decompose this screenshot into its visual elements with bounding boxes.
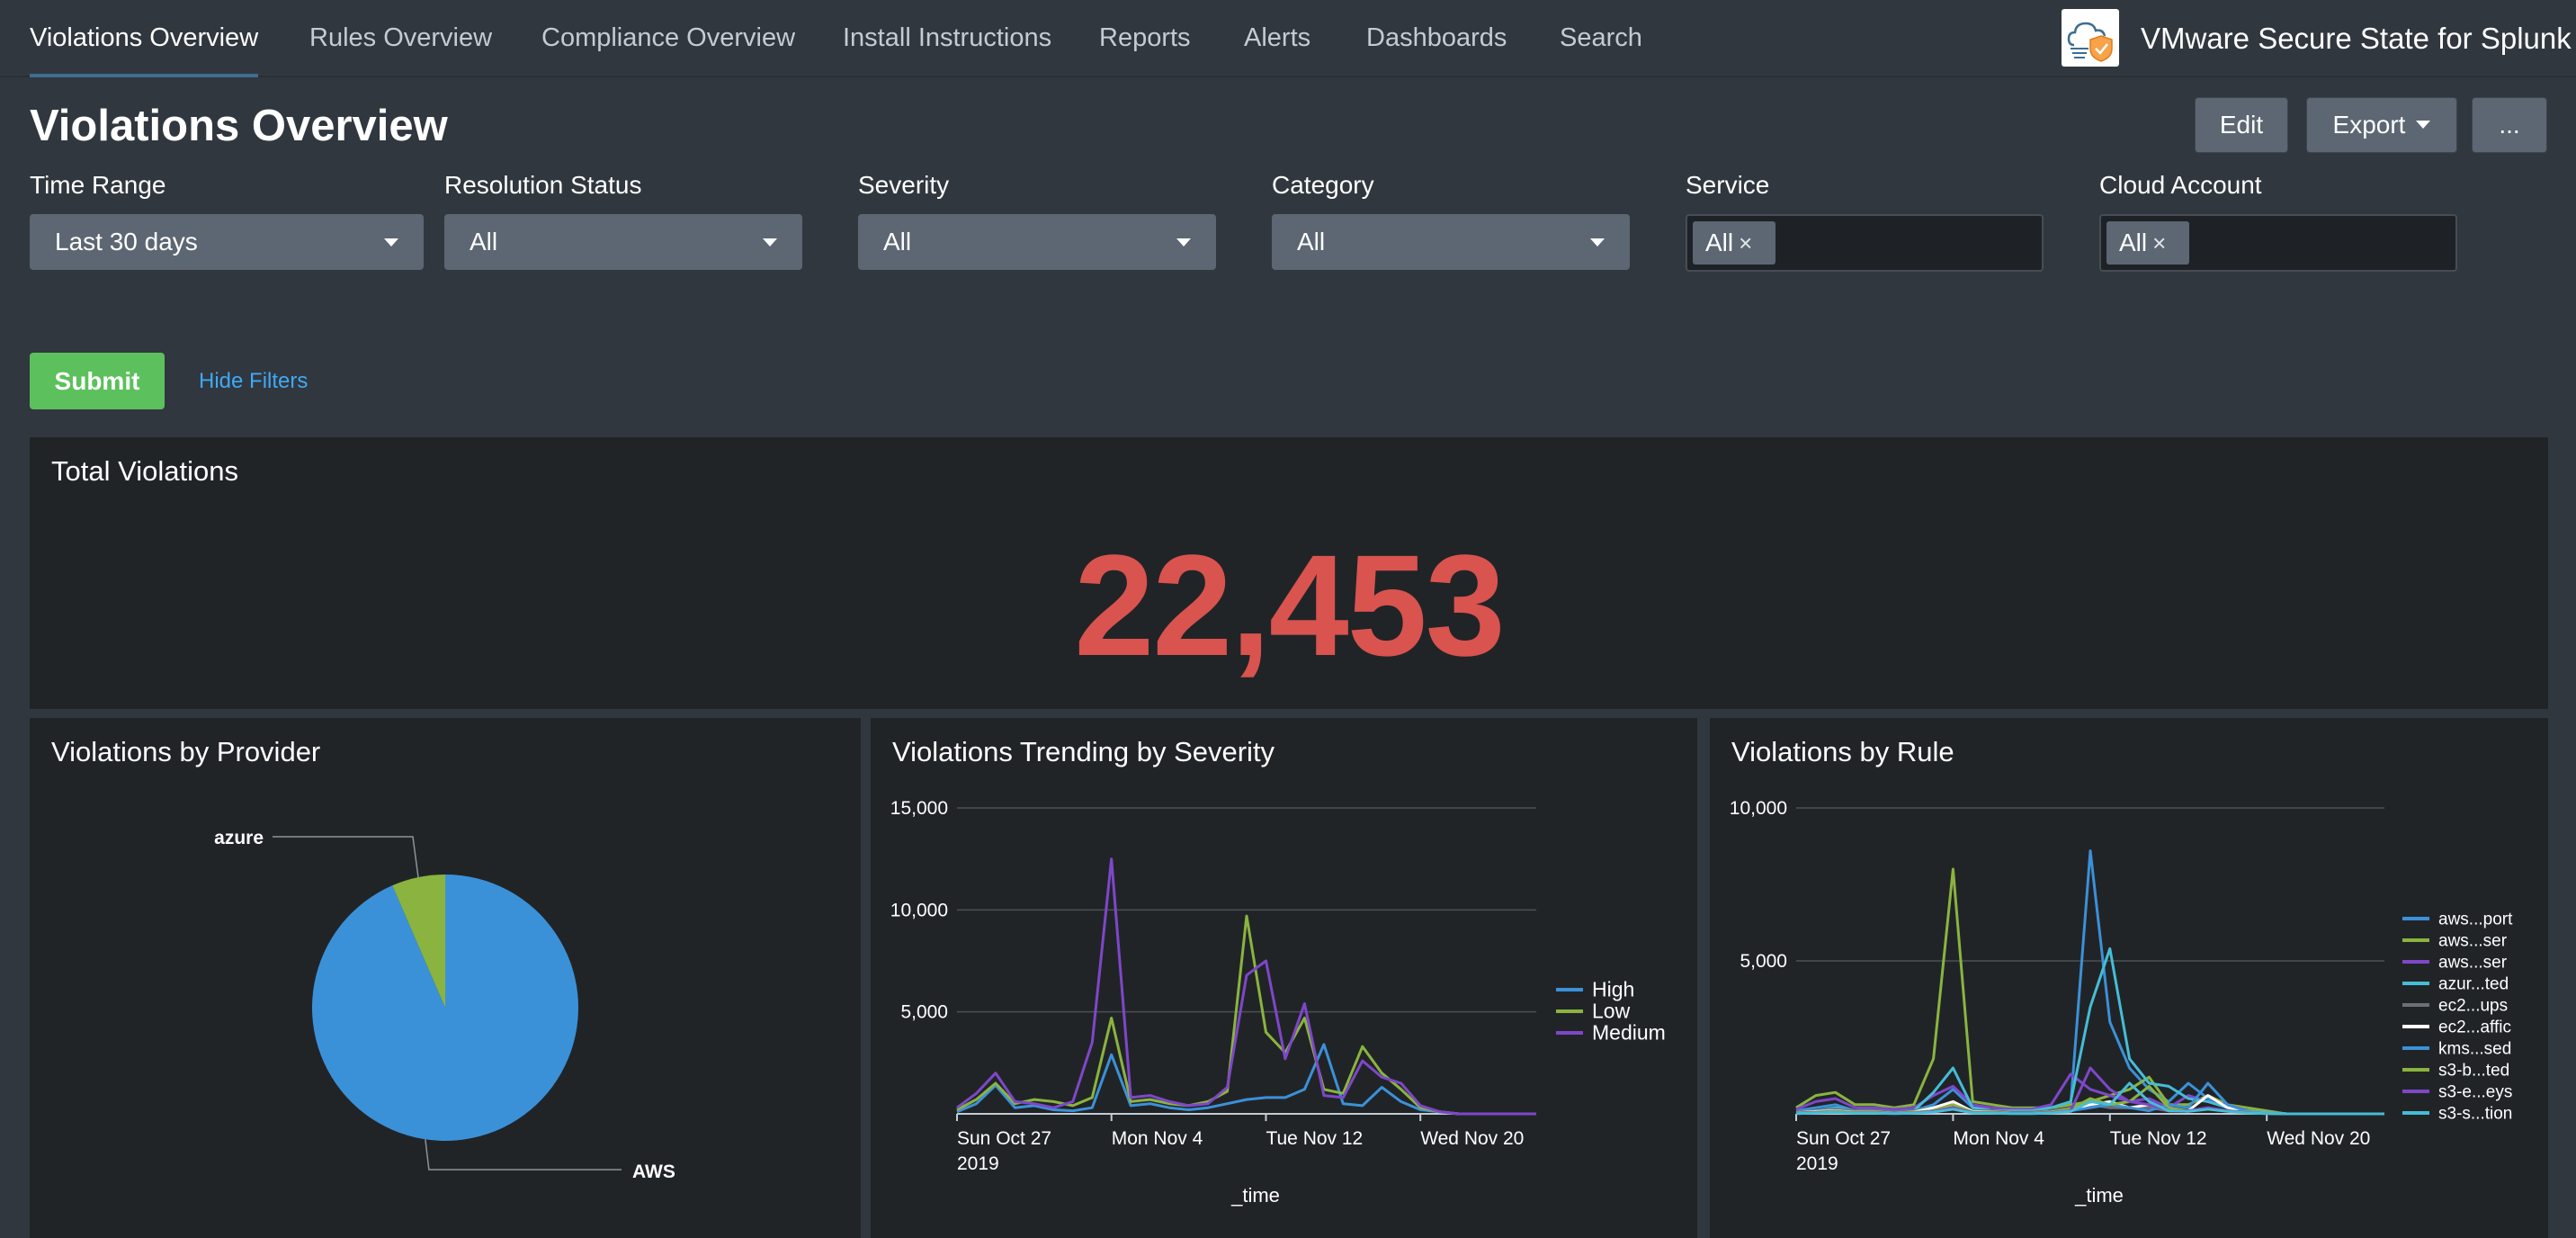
remove-token-icon[interactable]: × bbox=[1739, 229, 1753, 256]
time-range-dropdown[interactable]: Last 30 days bbox=[30, 214, 424, 270]
severity-xtick-label: Wed Nov 20 bbox=[1420, 1128, 1524, 1149]
pie-slice-azure bbox=[392, 875, 445, 1008]
service-multiselect[interactable]: All × bbox=[1686, 214, 2044, 272]
severity-x-axis-title: _time bbox=[1230, 1184, 1280, 1207]
severity-ytick-label: 15,000 bbox=[890, 798, 948, 819]
caret-down-icon bbox=[1590, 238, 1605, 247]
rule-xtick-label: Mon Nov 4 bbox=[1953, 1128, 2044, 1149]
resolution-status-dropdown[interactable]: All bbox=[444, 214, 802, 270]
nav-reports[interactable]: Reports bbox=[1099, 23, 1191, 52]
nav-search[interactable]: Search bbox=[1560, 23, 1642, 52]
nav-violations-overview[interactable]: Violations Overview bbox=[30, 0, 259, 77]
rule-series-line bbox=[1795, 849, 2384, 1116]
hide-filters-link[interactable]: Hide Filters bbox=[199, 369, 309, 393]
severity-chart-title: Violations Trending by Severity bbox=[892, 736, 1275, 767]
export-button[interactable]: Export bbox=[2306, 97, 2457, 153]
severity-xtick-label: Mon Nov 4 bbox=[1112, 1128, 1203, 1149]
app-logo-icon[interactable] bbox=[2062, 9, 2119, 67]
caret-down-icon bbox=[1176, 238, 1191, 247]
severity-series-line bbox=[956, 857, 1536, 1116]
provider-pie-chart: azure AWS bbox=[214, 828, 675, 1182]
service-label: Service bbox=[1686, 171, 1770, 199]
severity-legend-label: Low bbox=[1592, 1000, 1631, 1023]
pie-label-aws: AWS bbox=[632, 1162, 675, 1182]
rule-legend-label: aws...ser bbox=[2438, 931, 2508, 950]
more-actions-button[interactable]: ... bbox=[2472, 97, 2547, 153]
cloud-account-token[interactable]: All × bbox=[2106, 221, 2189, 265]
rule-series-line bbox=[1795, 867, 2384, 1116]
provider-chart-title: Violations by Provider bbox=[51, 736, 321, 767]
severity-xtick-label: Tue Nov 12 bbox=[1266, 1128, 1363, 1149]
severity-legend-label: High bbox=[1592, 978, 1634, 1001]
caret-down-icon bbox=[2416, 121, 2431, 130]
cloud-account-token-label: All bbox=[2119, 229, 2148, 256]
severity-legend-label: Medium bbox=[1592, 1021, 1666, 1045]
remove-token-icon[interactable]: × bbox=[2152, 229, 2167, 256]
pie-leader-aws bbox=[425, 1139, 622, 1171]
category-value: All bbox=[1297, 228, 1326, 256]
rule-legend-label: kms...sed bbox=[2438, 1039, 2511, 1058]
rule-line-chart: 5,000 10,000 Sun Oct 27 2019 Mon Nov 4 Tue No… bbox=[1730, 798, 2513, 1207]
category-dropdown[interactable]: All bbox=[1272, 214, 1630, 270]
resolution-status-label: Resolution Status bbox=[444, 171, 642, 199]
total-violations-panel: Total Violations 22,453 bbox=[30, 437, 2548, 709]
page-title: Violations Overview bbox=[30, 102, 448, 150]
severity-value: All bbox=[883, 228, 912, 256]
rule-legend-label: s3-e...eys bbox=[2438, 1082, 2512, 1101]
time-range-value: Last 30 days bbox=[55, 228, 198, 256]
total-violations-title: Total Violations bbox=[51, 455, 238, 487]
severity-ytick-label: 10,000 bbox=[890, 900, 948, 920]
nav-install-instructions[interactable]: Install Instructions bbox=[843, 23, 1052, 52]
caret-down-icon bbox=[763, 238, 777, 247]
rule-panel: Violations by Rule 5,000 10,000 Sun Oct 27… bbox=[1710, 718, 2548, 1238]
rule-legend-label: azur...ted bbox=[2438, 974, 2509, 993]
time-range-label: Time Range bbox=[30, 171, 166, 199]
rule-ytick-label: 10,000 bbox=[1730, 798, 1787, 819]
rule-legend-label: aws...ser bbox=[2438, 953, 2508, 972]
nav-rules-overview[interactable]: Rules Overview bbox=[309, 23, 493, 52]
rule-series-line bbox=[1795, 1081, 2384, 1116]
edit-button[interactable]: Edit bbox=[2195, 97, 2288, 153]
rule-xtick-sublabel: 2019 bbox=[1796, 1153, 1838, 1174]
pie-leader-azure bbox=[273, 836, 419, 878]
nav-compliance-overview[interactable]: Compliance Overview bbox=[541, 23, 796, 52]
rule-xtick-label: Wed Nov 20 bbox=[2267, 1128, 2370, 1149]
service-token[interactable]: All × bbox=[1693, 221, 1775, 265]
top-navigation: Violations Overview Rules Overview Compl… bbox=[0, 0, 2576, 77]
export-label: Export bbox=[2332, 111, 2406, 139]
severity-ytick-label: 5,000 bbox=[900, 1002, 948, 1023]
cloud-account-label: Cloud Account bbox=[2099, 171, 2262, 199]
provider-panel: Violations by Provider azure AWS bbox=[30, 718, 861, 1238]
pie-label-azure: azure bbox=[214, 828, 264, 848]
severity-panel: Violations Trending by Severity 5,000 10,… bbox=[871, 718, 1697, 1238]
nav-dashboards[interactable]: Dashboards bbox=[1366, 23, 1507, 52]
rule-xtick-label: Sun Oct 27 bbox=[1796, 1128, 1891, 1149]
cloud-account-multiselect[interactable]: All × bbox=[2099, 214, 2457, 272]
category-label: Category bbox=[1272, 171, 1374, 199]
caret-down-icon bbox=[384, 238, 398, 247]
rule-ytick-label: 5,000 bbox=[1740, 951, 1787, 972]
rule-legend-label: ec2...ups bbox=[2438, 996, 2508, 1015]
severity-series-line bbox=[956, 1043, 1536, 1116]
severity-line-chart: 5,000 10,000 15,000 Sun Oct 27 2019 Mon Nov 4… bbox=[890, 798, 1666, 1207]
rule-legend-label: aws...port bbox=[2438, 910, 2513, 928]
severity-dropdown[interactable]: All bbox=[858, 214, 1216, 270]
nav-alerts[interactable]: Alerts bbox=[1244, 23, 1311, 52]
severity-xtick-sublabel: 2019 bbox=[957, 1153, 999, 1174]
rule-legend-label: s3-s...tion bbox=[2438, 1104, 2512, 1123]
resolution-status-value: All bbox=[470, 228, 498, 256]
rule-x-axis-title: _time bbox=[2074, 1184, 2124, 1207]
severity-label: Severity bbox=[858, 171, 950, 199]
severity-series-line bbox=[956, 914, 1536, 1116]
rule-legend-label: ec2...affic bbox=[2438, 1018, 2511, 1036]
rule-legend-label: s3-b...ted bbox=[2438, 1061, 2509, 1080]
app-title: VMware Secure State for Splunk bbox=[2141, 22, 2572, 55]
rule-xtick-label: Tue Nov 12 bbox=[2110, 1128, 2207, 1149]
service-token-label: All bbox=[1705, 229, 1734, 256]
total-violations-value: 22,453 bbox=[1074, 525, 1505, 686]
rule-chart-title: Violations by Rule bbox=[1731, 736, 1954, 767]
pie-slice-aws bbox=[311, 875, 578, 1141]
submit-button[interactable]: Submit bbox=[30, 353, 165, 409]
severity-xtick-label: Sun Oct 27 bbox=[957, 1128, 1051, 1149]
